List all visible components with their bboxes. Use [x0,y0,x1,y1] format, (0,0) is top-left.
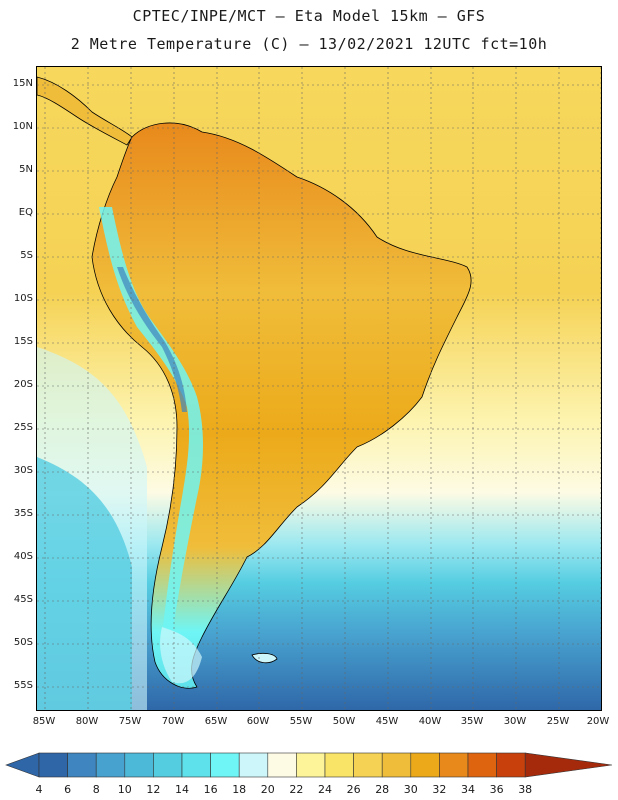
lon-label-70w: 70W [161,716,185,727]
colorbar-tick-label: 6 [64,783,72,796]
temperature-colorbar [5,752,613,778]
lat-label-15s: 15S [13,336,33,347]
lat-label-25s: 25S [13,422,33,433]
lon-label-50w: 50W [332,716,356,727]
colorbar-tick-label: 14 [175,783,189,796]
colorbar-swatch [267,752,297,778]
map-canvas [37,67,601,710]
colorbar-tick-label: 38 [518,783,533,796]
colorbar-tick-label: 32 [432,783,447,796]
colorbar-tick-label: 8 [92,783,100,796]
colorbar-swatch [439,752,469,778]
graticule [37,67,601,710]
lon-label-40w: 40W [418,716,442,727]
lon-label-55w: 55W [289,716,313,727]
colorbar-min-arrow [5,752,40,778]
map-title-line1: CPTEC/INPE/MCT – Eta Model 15km – GFS [132,7,486,25]
colorbar-tick-label: 22 [289,783,304,796]
patagonia-cool [160,627,202,684]
colorbar-swatch [124,752,154,778]
lon-label-75w: 75W [118,716,142,727]
colorbar-max-arrow [524,752,613,778]
colorbar-tick-label: 24 [318,783,332,796]
pacific-cold-band [37,457,132,710]
lon-label-35w: 35W [460,716,484,727]
colorbar-swatch [67,752,97,778]
colorbar-tick-label: 20 [260,783,275,796]
lon-label-80w: 80W [75,716,99,727]
lat-label-eq: EQ [18,207,33,218]
lon-label-20w: 20W [586,716,610,727]
lon-label-25w: 25W [546,716,570,727]
colorbar-swatch [296,752,326,778]
colorbar-swatch [238,752,269,778]
andes-cold-strip [99,207,203,637]
colorbar-tick-label: 28 [375,783,390,796]
colorbar-swatch [95,752,126,778]
lon-label-60w: 60W [246,716,270,727]
colorbar-swatch [410,752,440,778]
colorbar-tick-label: 30 [403,783,418,796]
colorbar-tick-label: 10 [117,783,132,796]
andes-peaks [117,267,187,412]
lat-label-40s: 40S [13,551,33,562]
colorbar-swatch [210,752,240,778]
colorbar-tick-label: 4 [35,783,43,796]
lat-label-30s: 30S [13,465,33,476]
lat-label-15n: 15N [12,78,33,89]
lon-label-85w: 85W [32,716,56,727]
falkland-islands [251,652,278,664]
colorbar-swatch [381,752,412,778]
lat-label-55s: 55S [13,680,33,691]
colorbar-tick-label: 18 [232,783,247,796]
lon-label-30w: 30W [503,716,527,727]
colorbar-swatch [38,752,68,778]
colorbar-swatch [324,752,354,778]
colorbar-tick-label: 34 [461,783,475,796]
colorbar-swatch [467,752,497,778]
colorbar-tick-label: 12 [146,783,161,796]
lon-label-45w: 45W [375,716,399,727]
lat-label-5n: 5N [19,164,33,175]
colorbar-tick-label: 16 [203,783,218,796]
colorbar-swatch [496,752,526,778]
map-title-line2: 2 Metre Temperature (C) – 13/02/2021 12U… [70,35,548,53]
lat-label-10n: 10N [12,121,33,132]
colorbar-swatch [153,752,183,778]
colorbar-swatch [353,752,383,778]
temperature-map [36,66,602,711]
lat-label-35s: 35S [13,508,33,519]
lat-label-10s: 10S [13,293,33,304]
lat-label-45s: 45S [13,594,33,605]
lat-label-5s: 5S [20,250,33,261]
colorbar-tick-label: 26 [346,783,361,796]
lat-label-50s: 50S [13,637,33,648]
colorbar-swatch [181,752,211,778]
lon-label-65w: 65W [204,716,228,727]
lat-label-20s: 20S [13,379,33,390]
colorbar-tick-label: 36 [489,783,504,796]
